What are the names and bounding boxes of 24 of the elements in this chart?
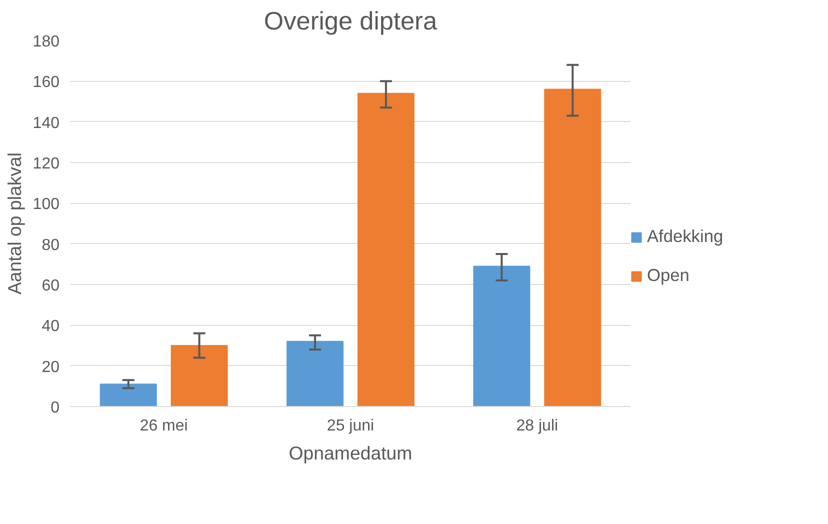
bar (473, 266, 530, 406)
y-axis-title: Aantal op plakval (4, 152, 25, 295)
y-tick-label: 160 (32, 74, 60, 92)
bar (357, 92, 414, 406)
bar (286, 340, 344, 406)
y-tick-label: 0 (50, 400, 60, 416)
legend-label: Open (647, 265, 690, 286)
y-tick-label: 140 (32, 114, 60, 132)
x-tick-label: 25 juni (326, 418, 374, 434)
y-tick-label: 60 (42, 278, 60, 294)
y-tick-label: 40 (42, 318, 60, 336)
legend-label: Afdekking (647, 226, 724, 247)
y-tick-label: 180 (32, 34, 60, 50)
bar (100, 384, 157, 406)
x-tick-label: 26 mei (140, 418, 188, 434)
bar (544, 88, 602, 406)
chart-title: Overige diptera (264, 8, 438, 36)
bar (170, 345, 228, 406)
y-tick-label: 100 (32, 196, 60, 214)
y-tick-label: 80 (42, 236, 60, 254)
y-tick-label: 20 (42, 358, 60, 376)
y-tick-label: 120 (32, 156, 60, 172)
x-tick-label: 28 juli (516, 418, 558, 434)
x-axis-title: Opnamedatum (288, 442, 412, 464)
